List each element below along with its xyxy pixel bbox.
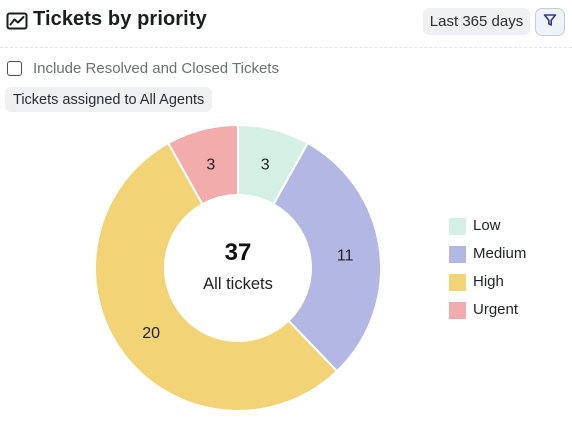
donut-slice-urgent[interactable] <box>166 123 239 206</box>
slice-value-label-medium: 11 <box>337 247 354 264</box>
page-title: Tickets by priority <box>33 8 207 30</box>
legend-swatch-low <box>449 218 466 235</box>
legend-label-low: Low <box>473 217 501 234</box>
total-tickets-caption: All tickets <box>203 275 273 293</box>
include-resolved-option[interactable]: Include Resolved and Closed Tickets <box>7 58 279 78</box>
donut-slice-medium[interactable] <box>272 141 382 373</box>
slice-value-label-low: 3 <box>261 156 270 173</box>
date-range-button[interactable]: Last 365 days <box>423 8 530 35</box>
donut-slice-high[interactable] <box>94 141 339 412</box>
header-divider <box>0 47 572 48</box>
chart-trend-icon <box>6 11 28 31</box>
total-tickets-value: 37 <box>224 239 252 266</box>
legend-label-urgent: Urgent <box>473 301 519 318</box>
widget-header: Tickets by priority Last 365 days <box>0 0 572 46</box>
legend-swatch-urgent <box>449 302 466 319</box>
legend-swatch-medium <box>449 246 466 263</box>
legend-label-high: High <box>473 273 504 290</box>
assigned-agents-chip[interactable]: Tickets assigned to All Agents <box>5 87 213 112</box>
legend-label-medium: Medium <box>473 245 527 262</box>
filter-button[interactable] <box>535 8 565 36</box>
legend-swatch-high <box>449 274 466 291</box>
filter-icon <box>543 13 557 32</box>
slice-value-label-urgent: 3 <box>206 156 215 173</box>
include-resolved-label: Include Resolved and Closed Tickets <box>33 59 279 77</box>
include-resolved-checkbox[interactable] <box>7 60 22 76</box>
slice-value-label-high: 20 <box>142 325 160 342</box>
